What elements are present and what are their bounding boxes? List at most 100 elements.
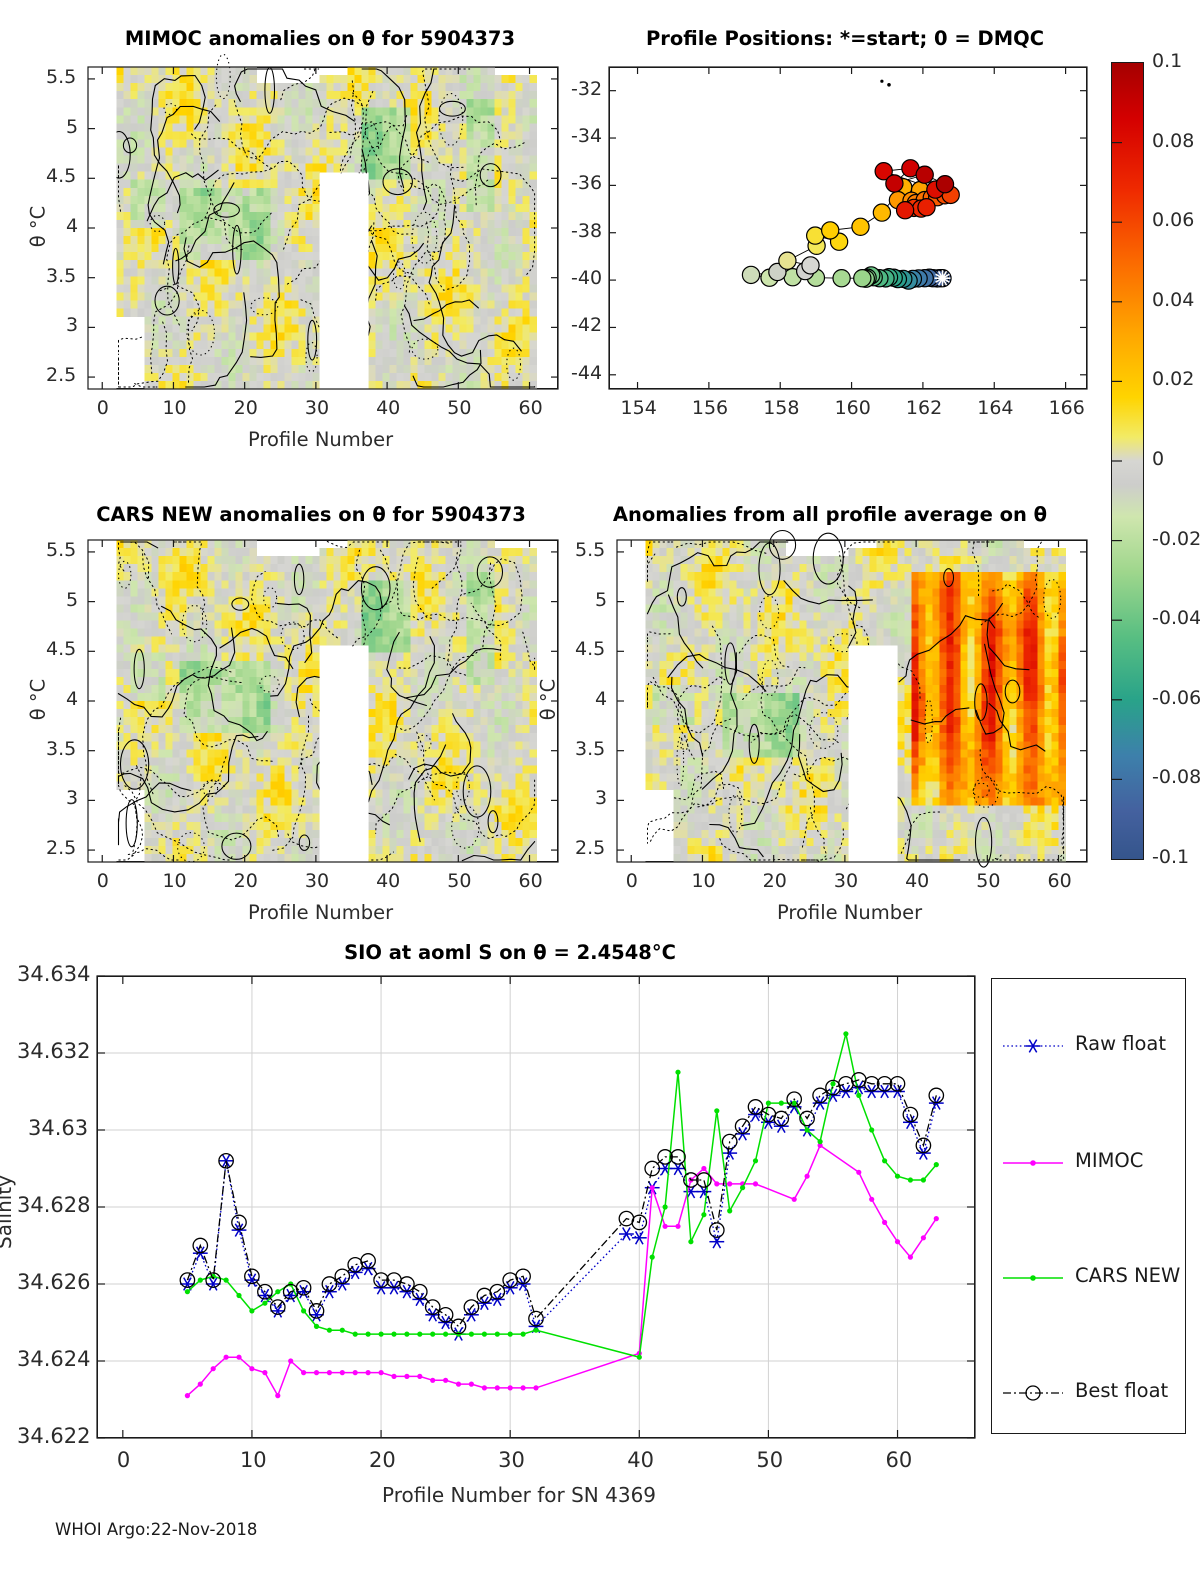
cars-xlabel: Profile Number [248,901,394,924]
y-tick-label: 3 [66,314,79,337]
y-tick-label: 5.5 [575,538,606,561]
x-tick-label: 60 [518,870,543,892]
colorbar-ticks [1112,141,1122,781]
y-tick-label: 5.5 [46,65,77,88]
timeseries-xlabel: Profile Number for SN 4369 [382,1483,657,1507]
x-tick-label: 10 [239,1448,267,1472]
x-tick-label: 40 [905,870,930,892]
x-tick-label: 20 [233,870,258,892]
y-tick-label: -32 [571,77,603,100]
y-tick-label: 5 [595,588,608,611]
x-tick-label: 30 [833,870,859,892]
x-tick-label: 162 [905,397,943,419]
x-tick-label: 0 [96,397,109,419]
y-tick-label: 3.5 [575,737,606,760]
y-tick-label: 34.63 [28,1116,89,1140]
colorbar-tick-label: -0.02 [1152,527,1200,550]
y-tick-label: 5.5 [46,538,77,561]
x-tick-label: 10 [162,870,187,892]
x-tick-label: 50 [976,870,1001,892]
colorbar-tick-label: 0.02 [1152,368,1195,391]
y-tick-label: 2.5 [575,837,606,860]
legend-item-label[interactable]: CARS NEW [1075,1264,1181,1287]
x-tick-label: 0 [96,870,109,892]
y-tick-label: 4.5 [46,165,77,188]
x-tick-label: 40 [376,870,401,892]
y-tick-label: 4.5 [46,638,77,661]
x-tick-label: 40 [627,1448,655,1472]
colorbar-tick-label: -0.06 [1152,686,1200,709]
legend-item-label[interactable]: Best float [1075,1379,1169,1402]
x-tick-label: 166 [1048,397,1085,419]
colorbar-tick-label: 0.06 [1152,209,1195,232]
x-tick-label: 30 [498,1448,525,1472]
y-tick-label: -36 [571,172,603,195]
x-tick-label: 60 [885,1448,913,1472]
mimoc-contour-canvas [87,53,559,390]
map-title: Profile Positions: *=start; 0 = DMQC [645,27,1045,50]
map-scatter-canvas [608,66,1088,390]
x-tick-label: 50 [756,1448,784,1472]
colorbar-tick-label: 0.08 [1152,129,1195,152]
colorbar-tick-label: -0.04 [1152,607,1200,630]
x-tick-label: 164 [977,397,1014,419]
y-tick-label: 5 [66,588,79,611]
x-tick-label: 60 [1047,870,1072,892]
mimoc-ylabel: θ °C [26,205,50,248]
y-tick-label: 34.626 [17,1270,91,1294]
x-tick-label: 10 [162,397,187,419]
x-tick-label: 20 [762,870,787,892]
mimoc-xlabel: Profile Number [248,428,394,451]
y-tick-label: 3 [595,787,608,810]
x-tick-label: 60 [518,397,543,419]
x-tick-label: 160 [834,397,871,419]
x-tick-label: 50 [447,397,472,419]
legend-item-label[interactable]: Raw float [1075,1032,1167,1055]
y-tick-label: 34.624 [17,1347,91,1371]
x-tick-label: 40 [376,397,401,419]
x-tick-label: 10 [691,870,716,892]
cars-contour-canvas [87,539,559,863]
y-tick-label: 3.5 [46,737,77,760]
colorbar-tick-label: 0.1 [1152,50,1183,72]
y-tick-label: 2.5 [46,837,77,860]
colorbar-tick-label: 0.04 [1152,288,1195,311]
y-tick-label: 3.5 [46,264,77,287]
y-tick-label: 34.628 [17,1193,91,1217]
colorbar-tick-label: -0.08 [1152,766,1200,789]
x-tick-label: 30 [304,397,330,419]
allprof-title: Anomalies from all profile average on θ [612,503,1048,526]
x-tick-label: 156 [691,397,729,419]
x-tick-label: 20 [369,1448,396,1472]
y-tick-label: -42 [571,314,603,337]
legend-item-label[interactable]: MIMOC [1075,1149,1144,1172]
x-tick-label: 30 [304,870,330,892]
x-tick-label: 0 [625,870,638,892]
x-tick-label: 0 [116,1448,131,1472]
x-tick-label: 154 [620,397,657,419]
y-tick-label: 4 [595,688,608,710]
timeseries-legend [991,978,1186,1434]
timeseries-title: SIO at aoml S on θ = 2.4548°C [344,941,676,964]
allprof-ylabel: θ °C [536,678,560,721]
y-tick-label: 4 [66,688,79,710]
y-tick-label: -44 [571,361,603,384]
y-tick-label: -38 [571,219,603,242]
legend-sample-lines [1003,1039,1063,1401]
mimoc-title: MIMOC anomalies on θ for 5904373 [124,27,516,50]
x-tick-label: 50 [447,870,472,892]
colorbar-tick-label: 0 [1152,448,1165,470]
allprof-xlabel: Profile Number [777,901,923,924]
y-tick-label: -40 [571,267,603,290]
y-tick-label: -34 [571,125,603,148]
timeseries-plot-canvas [96,975,976,1439]
figure-footer: WHOI Argo:22-Nov-2018 [55,1520,258,1539]
timeseries-ylabel: Salinity [0,1175,16,1249]
y-tick-label: 5 [66,115,79,138]
y-tick-label: 34.622 [17,1424,91,1448]
y-tick-label: 3 [66,787,79,810]
y-tick-label: 34.634 [17,962,91,986]
y-tick-label: 4.5 [575,638,606,661]
x-tick-label: 158 [763,397,800,419]
y-tick-label: 34.632 [17,1039,91,1063]
